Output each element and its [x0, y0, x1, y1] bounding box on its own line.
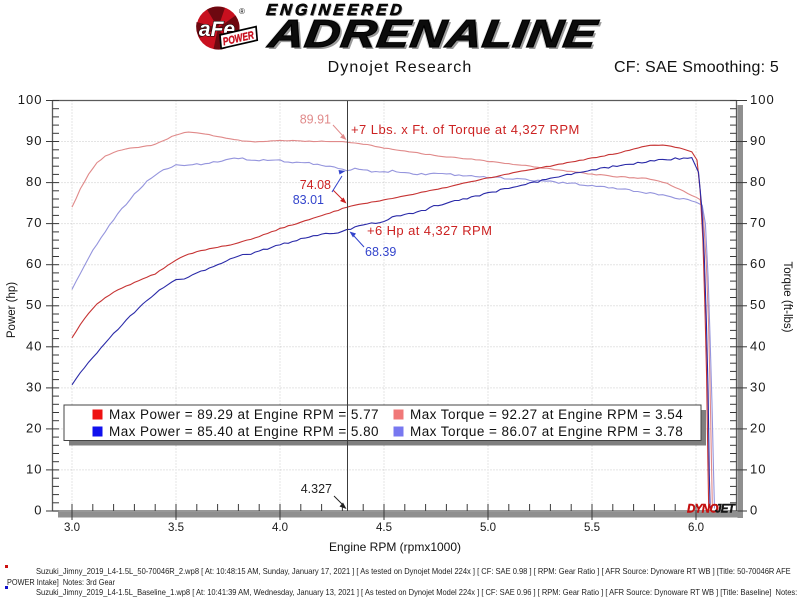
svg-text:30: 30: [26, 379, 42, 394]
svg-text:40: 40: [750, 338, 766, 353]
svg-text:JET: JET: [715, 504, 736, 516]
svg-text:20: 20: [750, 420, 766, 435]
svg-text:+7 Lbs. x Ft. of Torque at 4,3: +7 Lbs. x Ft. of Torque at 4,327 RPM: [351, 122, 580, 137]
svg-text:10: 10: [750, 461, 766, 476]
svg-text:4.0: 4.0: [272, 522, 288, 534]
svg-text:0: 0: [34, 503, 42, 518]
svg-text:60: 60: [26, 256, 42, 271]
svg-text:90: 90: [26, 133, 42, 148]
svg-text:Max Torque = 92.27 at Engine R: Max Torque = 92.27 at Engine RPM = 3.54: [410, 407, 683, 422]
svg-text:6.0: 6.0: [688, 522, 704, 534]
svg-text:100: 100: [750, 92, 775, 107]
svg-text:60: 60: [750, 256, 766, 271]
svg-text:50: 50: [26, 297, 42, 312]
svg-text:30: 30: [750, 379, 766, 394]
svg-text:Engine RPM (rpmx1000): Engine RPM (rpmx1000): [329, 540, 461, 554]
svg-text:®: ®: [239, 7, 245, 16]
svg-text:20: 20: [26, 420, 42, 435]
svg-text:4.5: 4.5: [376, 522, 392, 534]
svg-text:CF: SAE Smoothing: 5: CF: SAE Smoothing: 5: [614, 59, 779, 76]
svg-text:5.0: 5.0: [480, 522, 496, 534]
svg-text:5.5: 5.5: [584, 522, 600, 534]
svg-text:80: 80: [26, 174, 42, 189]
svg-text:70: 70: [26, 215, 42, 230]
svg-text:Max Power = 85.40 at Engine RP: Max Power = 85.40 at Engine RPM = 5.80: [109, 424, 379, 439]
svg-text:DYNO: DYNO: [687, 504, 718, 516]
svg-text:0: 0: [750, 503, 758, 518]
svg-text:+6 Hp at 4,327 RPM: +6 Hp at 4,327 RPM: [367, 223, 492, 238]
svg-text:Max Torque = 86.07 at Engine R: Max Torque = 86.07 at Engine RPM = 3.78: [410, 424, 683, 439]
svg-text:100: 100: [18, 92, 43, 107]
svg-text:74.08: 74.08: [300, 178, 331, 192]
svg-text:Power (hp): Power (hp): [6, 282, 18, 338]
svg-text:3.5: 3.5: [168, 522, 184, 534]
svg-text:89.91: 89.91: [300, 113, 331, 127]
svg-text:68.39: 68.39: [365, 245, 396, 259]
svg-text:4.327: 4.327: [301, 482, 332, 496]
svg-text:70: 70: [750, 215, 766, 230]
svg-text:80: 80: [750, 174, 766, 189]
svg-text:Torque (ft-lbs): Torque (ft-lbs): [781, 262, 793, 333]
svg-text:3.0: 3.0: [64, 522, 80, 534]
svg-text:Dynojet Research: Dynojet Research: [328, 59, 473, 76]
svg-text:Max Power = 89.29 at Engine RP: Max Power = 89.29 at Engine RPM = 5.77: [109, 407, 379, 422]
svg-text:50: 50: [750, 297, 766, 312]
svg-text:83.01: 83.01: [293, 193, 324, 207]
svg-text:10: 10: [26, 461, 42, 476]
svg-text:40: 40: [26, 338, 42, 353]
svg-text:90: 90: [750, 133, 766, 148]
